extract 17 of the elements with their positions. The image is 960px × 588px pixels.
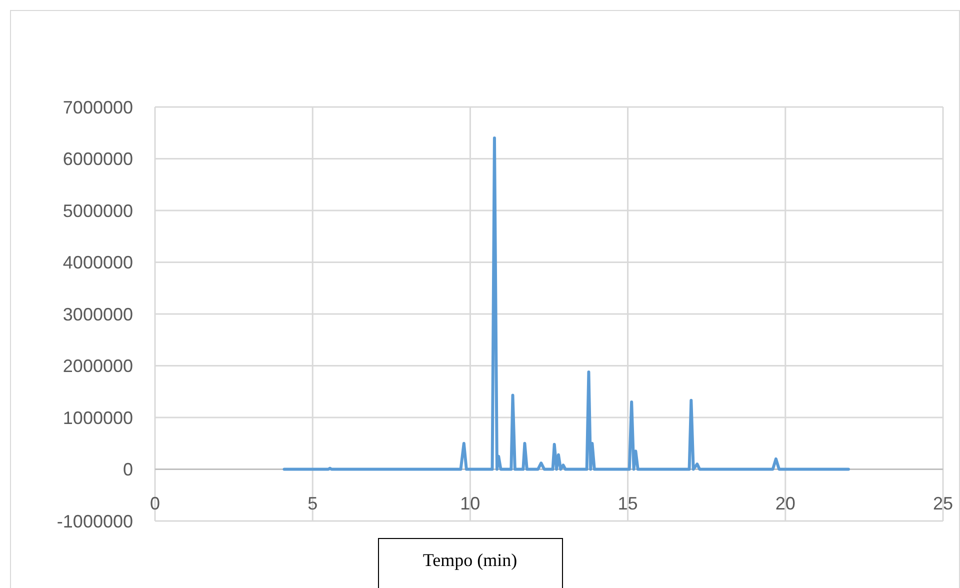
x-tick-label: 25 (932, 493, 954, 514)
line-series (282, 136, 850, 471)
x-axis-title: Tempo (min) (422, 550, 518, 570)
y-tick-label: 3000000 (62, 304, 133, 324)
y-tick-label: 4000000 (62, 252, 133, 273)
y-tick-label: -1000000 (56, 511, 133, 532)
x-tick-label: 15 (618, 493, 638, 514)
x-tick-label: 10 (460, 493, 480, 514)
x-tick-label: 20 (775, 493, 796, 514)
x-tick-label: 5 (308, 493, 318, 514)
y-tick-label: 0 (122, 460, 133, 480)
x-tick-label: 0 (150, 493, 160, 514)
y-tick-label: 5000000 (62, 200, 133, 221)
y-tick-label: 6000000 (62, 149, 133, 170)
y-tick-label: 1000000 (62, 408, 133, 428)
y-tick-label: 7000000 (62, 97, 133, 118)
y-tick-label: 2000000 (62, 356, 133, 376)
